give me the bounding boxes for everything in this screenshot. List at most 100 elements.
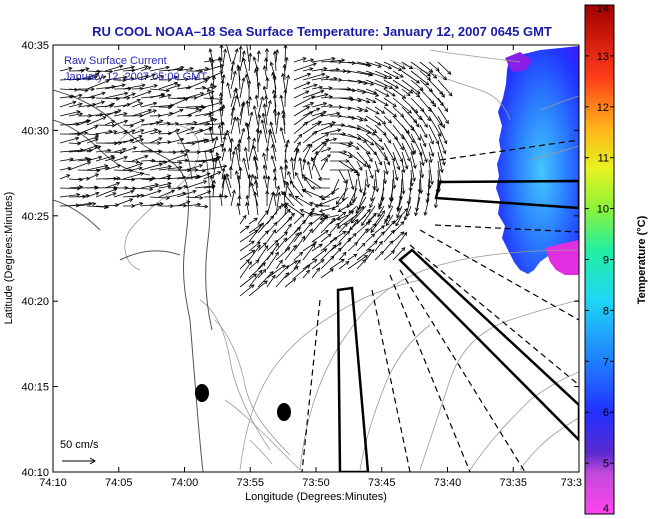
current-vector-head	[217, 124, 222, 129]
current-vector-head	[110, 120, 116, 124]
current-vector-head	[279, 165, 284, 170]
current-vector-head	[272, 229, 277, 234]
current-vector-head	[250, 240, 255, 245]
current-vector	[122, 146, 137, 153]
current-vector	[140, 184, 159, 189]
current-vector-head	[115, 203, 120, 208]
current-vector-head	[325, 138, 330, 143]
current-vector	[284, 64, 286, 81]
current-vector	[185, 175, 201, 180]
current-vector-head	[88, 148, 93, 153]
current-vector-head	[121, 83, 126, 88]
current-vector	[311, 243, 323, 252]
current-vector	[95, 75, 106, 81]
current-vector	[95, 86, 116, 90]
current-vector	[338, 70, 351, 73]
current-vector-head	[223, 164, 228, 169]
current-vector-head	[176, 83, 181, 88]
current-vector	[401, 124, 415, 143]
current-vector-head	[209, 82, 214, 87]
current-vector	[224, 176, 232, 198]
y-tick-label: 40:20	[21, 296, 49, 308]
current-vector	[310, 212, 322, 216]
current-vector-head	[200, 91, 205, 96]
current-vector-head	[287, 170, 291, 176]
current-vector-head	[151, 73, 156, 78]
current-vector	[437, 133, 446, 154]
legend-title: Raw Surface Current	[64, 55, 167, 67]
current-vector	[426, 187, 430, 203]
current-vector	[59, 174, 70, 180]
current-vector-head	[284, 164, 289, 169]
current-vector-head	[313, 83, 318, 88]
current-vector-head	[278, 259, 283, 264]
current-vector	[113, 113, 127, 117]
current-vector-head	[380, 146, 385, 151]
current-vector	[131, 202, 143, 207]
current-vector-head	[111, 123, 116, 128]
current-vector-head	[208, 112, 213, 118]
current-vector	[77, 194, 90, 198]
current-vector	[392, 97, 412, 114]
colorbar-tick-label: 14	[597, 3, 609, 15]
current-vector	[149, 160, 167, 163]
current-vector	[419, 142, 428, 163]
current-vector-head	[224, 132, 229, 137]
current-vector	[113, 198, 133, 207]
current-vector-head	[320, 213, 325, 218]
current-vector	[230, 89, 237, 108]
current-vector	[437, 88, 445, 98]
current-vector-head	[377, 64, 382, 68]
current-vector	[140, 163, 163, 171]
current-vector	[113, 148, 126, 153]
current-vector-head	[365, 62, 371, 67]
map-background	[53, 45, 579, 472]
current-vector-head	[276, 111, 281, 116]
current-vector-head	[124, 91, 129, 96]
current-vector-head	[130, 65, 136, 70]
current-vector-head	[318, 208, 324, 213]
current-vector-head	[310, 185, 316, 191]
current-vector	[248, 138, 256, 162]
station-marker	[195, 384, 209, 402]
current-vector	[248, 224, 262, 234]
current-vector	[374, 115, 386, 125]
current-vector	[131, 149, 152, 153]
current-vector	[95, 97, 120, 100]
current-vector	[253, 145, 259, 162]
current-vector	[149, 88, 170, 92]
current-vector	[319, 205, 340, 212]
current-vector	[281, 191, 295, 207]
current-vector-head	[166, 121, 171, 126]
current-vector	[419, 70, 431, 81]
current-vector	[86, 138, 99, 144]
current-vector-head	[104, 164, 109, 169]
current-vector	[293, 147, 298, 171]
current-vector	[158, 190, 175, 198]
current-vector-head	[154, 183, 159, 188]
current-vector	[320, 244, 337, 261]
current-vector	[302, 222, 313, 234]
current-vector	[113, 156, 128, 162]
current-vector	[245, 74, 250, 90]
current-vector-head	[299, 209, 304, 213]
current-vector-head	[342, 230, 347, 235]
current-vector	[59, 187, 80, 190]
current-vector	[437, 124, 447, 144]
current-vector	[320, 255, 335, 270]
current-vector-head	[225, 40, 228, 43]
current-vector	[158, 185, 171, 189]
current-vector-head	[215, 151, 220, 157]
current-vector	[238, 195, 241, 207]
current-vector-head	[94, 173, 100, 178]
current-vector	[338, 160, 358, 174]
current-vector-head	[173, 81, 179, 86]
current-vector-head	[416, 90, 421, 95]
current-vector-head	[250, 173, 255, 179]
current-vector-head	[130, 189, 135, 194]
current-vector-head	[384, 102, 389, 106]
current-vector	[122, 99, 141, 108]
current-vector-head	[368, 158, 373, 163]
current-vector-head	[218, 56, 223, 61]
current-vector	[95, 188, 117, 198]
